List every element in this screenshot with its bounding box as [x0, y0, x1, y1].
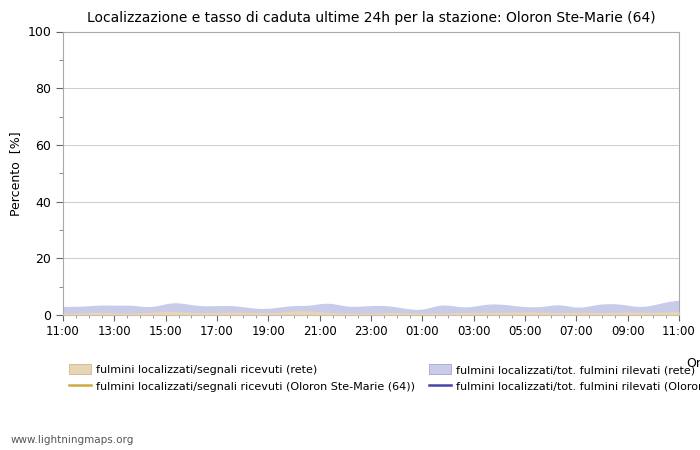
Title: Localizzazione e tasso di caduta ultime 24h per la stazione: Oloron Ste-Marie (6: Localizzazione e tasso di caduta ultime …	[87, 11, 655, 25]
Text: Orario: Orario	[686, 357, 700, 369]
Text: www.lightningmaps.org: www.lightningmaps.org	[10, 435, 134, 445]
Y-axis label: Percento  [%]: Percento [%]	[9, 131, 22, 216]
Legend: fulmini localizzati/segnali ricevuti (rete), fulmini localizzati/segnali ricevut: fulmini localizzati/segnali ricevuti (re…	[69, 364, 700, 392]
